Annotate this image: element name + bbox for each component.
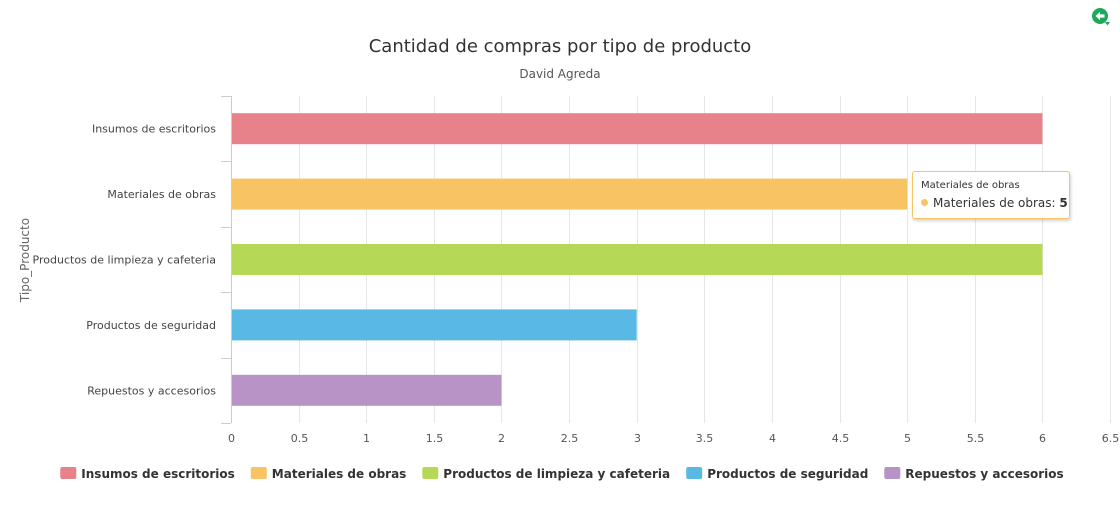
legend-swatch <box>422 467 439 479</box>
legend-label: Repuestos y accesorios <box>905 467 1063 481</box>
tooltip-row: Materiales de obras: 5 <box>921 196 1068 210</box>
back-button[interactable] <box>1091 7 1111 27</box>
bar[interactable] <box>231 113 1043 145</box>
category-label: Materiales de obras <box>107 188 216 201</box>
legend-item[interactable]: Productos de seguridad <box>686 467 868 481</box>
legend-item[interactable]: Productos de limpieza y cafeteria <box>422 467 670 481</box>
tooltip-series-marker <box>921 199 928 206</box>
legend: Insumos de escritorios Materiales de obra… <box>60 467 1064 481</box>
tooltip-separator: : <box>1051 196 1060 210</box>
chart-subtitle: David Agreda <box>519 67 600 81</box>
bar[interactable] <box>231 374 502 406</box>
tooltip-series: Materiales de obras <box>933 196 1052 210</box>
x-tick-label: 2 <box>498 432 505 445</box>
x-tick-label: 0 <box>228 432 235 445</box>
back-arrow-icon <box>1092 8 1110 26</box>
legend-item[interactable]: Insumos de escritorios <box>60 467 235 481</box>
legend-item[interactable]: Repuestos y accesorios <box>884 467 1064 481</box>
bar[interactable] <box>231 244 1043 275</box>
x-tick-label: 1 <box>363 432 370 445</box>
x-tick-label: 3 <box>634 432 641 445</box>
x-tick-label: 4.5 <box>832 432 850 445</box>
category-label: Productos de limpieza y cafeteria <box>33 254 216 267</box>
legend-swatch <box>884 467 901 479</box>
x-tick-label: 5 <box>904 432 911 445</box>
bars <box>231 113 1043 406</box>
tooltip-value: 5 <box>1059 196 1068 210</box>
category-label: Insumos de escritorios <box>92 123 216 136</box>
y-axis-title: Tipo_Producto <box>18 218 32 303</box>
x-tick-label: 1.5 <box>426 432 444 445</box>
x-tick-label: 0.5 <box>291 432 309 445</box>
legend-label: Materiales de obras <box>272 467 407 481</box>
x-tick-label: 5.5 <box>967 432 985 445</box>
category-label: Productos de seguridad <box>86 319 216 332</box>
x-tick-label: 6.5 <box>1102 432 1120 445</box>
legend-label: Productos de seguridad <box>707 467 868 481</box>
x-tick-label: 4 <box>769 432 776 445</box>
legend-item[interactable]: Materiales de obras <box>250 467 407 481</box>
legend-label: Insumos de escritorios <box>81 467 235 481</box>
bar[interactable] <box>231 309 637 341</box>
axes: 0 0.5 1 1.5 2 2.5 3 3.5 4 4.5 5 5.5 6 6.5 Insumos de e… <box>33 96 1120 445</box>
legend-swatch <box>250 467 267 479</box>
x-tick-label: 3.5 <box>696 432 714 445</box>
legend-swatch <box>686 467 703 479</box>
legend-swatch <box>60 467 77 479</box>
bar[interactable] <box>231 178 908 210</box>
chart-title: Cantidad de compras por tipo de producto <box>369 36 752 57</box>
tooltip-header: Materiales de obras <box>921 180 1020 191</box>
category-label: Repuestos y accesorios <box>87 384 216 397</box>
x-tick-label: 2.5 <box>561 432 579 445</box>
legend-label: Productos de limpieza y cafeteria <box>443 467 670 481</box>
tooltip: Materiales de obras Materiales de obras:… <box>912 171 1070 219</box>
x-tick-label: 6 <box>1039 432 1046 445</box>
